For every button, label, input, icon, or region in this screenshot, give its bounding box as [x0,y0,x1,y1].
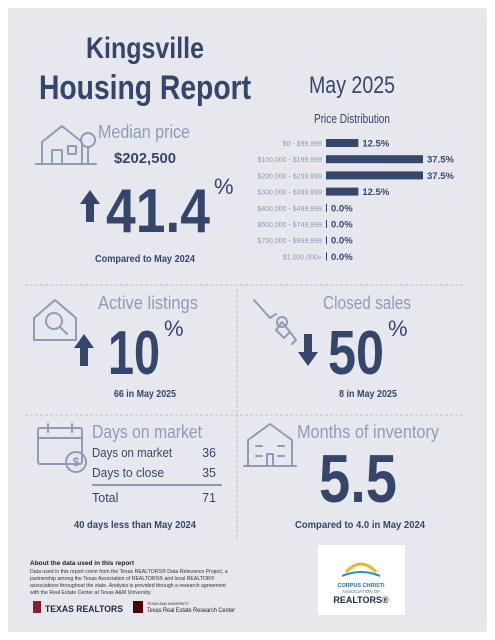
row-label: Days to close [92,466,164,480]
row-value: 35 [202,466,216,480]
research-center-logo: Texas Real Estate Research Center [147,608,235,614]
comparison: Compared to 4.0 in May 2024 [295,519,425,531]
category-label: $200,000 - $299,999 [257,173,322,180]
bar [326,203,327,212]
comparison: 40 days less than May 2024 [74,519,196,531]
tamu-logo: TEXAS A&M UNIVERSITY [147,602,189,606]
bar [326,171,423,180]
period: May 2025 [309,72,395,99]
value-label: 37.5% [427,171,454,182]
about-text: Data used in this report come from the T… [30,568,228,596]
distribution-title: Price Distribution [314,111,390,126]
section-label: Months of inventory [297,422,439,442]
association-name: ASSOCIATION OF [342,589,380,594]
category-label: $1,000,000+ [283,254,322,261]
price-distribution: $0 - $99,999 12.5% $100,000 - $199,999 37.5… [257,139,454,263]
house-icon [35,125,97,165]
calendar-icon: $ [37,423,87,473]
category-label: $100,000 - $199,999 [257,157,322,164]
value-label: 0.0% [331,236,353,247]
category-label: $500,000 - $749,999 [257,222,322,229]
bar [326,155,423,164]
section-label: Days on market [92,422,202,442]
association-name: CORPUS CHRISTI [337,583,385,589]
bar [326,187,359,196]
value-label: 0.0% [331,203,353,214]
change-unit: % [164,316,184,341]
bar [326,236,327,245]
realtors-mark [33,601,41,613]
report-title: Housing Report [39,69,251,107]
bar [326,220,327,228]
change-unit: % [214,174,234,199]
comparison: Compared to May 2024 [95,253,195,265]
down-arrow [298,334,318,366]
building-icon [243,423,297,467]
detail: 8 in May 2025 [339,388,397,400]
category-label: $300,000 - $399,999 [257,190,322,197]
value-label: 0.0% [331,252,353,263]
section-label: Median price [98,122,190,142]
about-line: Data used in this report come from the T… [30,568,228,575]
inventory-value: 5.5 [319,441,397,517]
wave-icon [341,571,381,577]
value-label: 37.5% [427,155,454,166]
category-label: $400,000 - $499,999 [257,206,322,213]
median-price: $202,500 [114,150,176,167]
sun-icon [344,562,378,574]
city: Kingsville [86,32,204,65]
about-title: About the data used in this report [30,560,135,567]
tamu-mark [133,601,143,613]
change-value: 50 [328,319,384,388]
bar [326,139,359,147]
association-name: REALTORS® [333,595,389,605]
total-value: 71 [202,491,216,505]
value-label: 12.5% [362,187,389,198]
category-label: $0 - $99,999 [283,141,322,148]
key-icon [253,299,297,345]
up-arrow [74,334,94,366]
change-value: 41.4 [106,177,210,246]
change-value: 10 [108,319,160,388]
page-background [8,8,487,632]
section-label: Closed sales [323,293,411,313]
total-label: Total [92,491,118,505]
change-unit: % [388,316,408,341]
bar [326,252,327,261]
value-label: 12.5% [362,139,389,150]
row-value: 36 [202,446,216,460]
row-label: Days on market [92,446,172,460]
detail: 66 in May 2025 [114,388,176,400]
about-line: associations throughout the state. Analy… [30,583,226,589]
value-label: 0.0% [331,220,353,231]
category-label: $750,000 - $999,999 [257,238,322,245]
up-arrow [80,190,100,222]
search-icon [33,299,77,341]
realtors-logo: TEXAS REALTORS [45,604,123,615]
about-line: with the Real Estate Center at Texas A&M… [30,590,151,596]
about-line: partnership among the Texas Association … [30,575,215,582]
association-logo-box [318,545,405,615]
svg-text:$: $ [73,455,80,469]
section-label: Active listings [98,293,198,313]
